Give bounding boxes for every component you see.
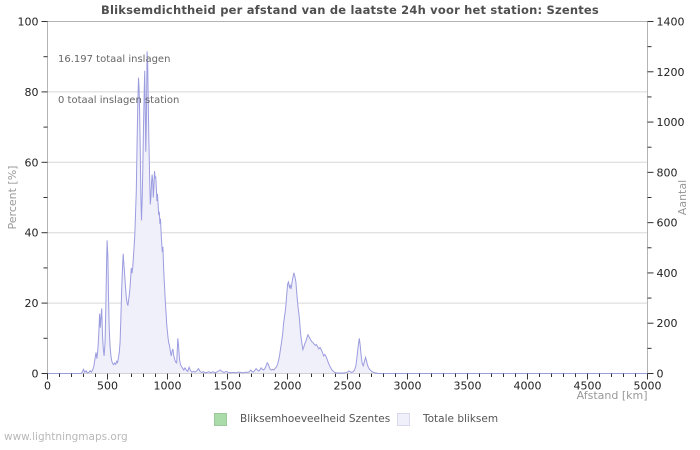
chart-legend: Bliksemhoeveelheid Szentes Totale blikse… — [0, 412, 700, 426]
x-tick-label: 3500 — [454, 380, 482, 393]
x-tick-label: 500 — [97, 380, 118, 393]
y-right-axis-title: Aantal — [676, 180, 689, 215]
total-strikes-text: 16.197 totaal inslagen — [58, 54, 171, 65]
strike-count-annotation: 16.197 totaal inslagen 0 totaal inslagen… — [58, 26, 179, 134]
x-tick-label: 0 — [44, 380, 51, 393]
y-right-tick-label: 800 — [657, 166, 678, 179]
legend-swatch-station — [214, 413, 227, 426]
legend-label-total: Totale bliksem — [423, 413, 499, 425]
y-right-tick-label: 1400 — [657, 16, 685, 29]
y-right-tick-label: 200 — [657, 317, 678, 330]
station-strikes-text: 0 totaal inslagen station — [58, 94, 180, 106]
y-left-tick-label: 20 — [25, 297, 39, 310]
y-left-tick-label: 100 — [18, 16, 39, 29]
y-left-tick-label: 40 — [25, 227, 39, 240]
y-left-tick-label: 80 — [25, 86, 39, 99]
x-tick-label: 2000 — [274, 380, 302, 393]
x-tick-label: 4500 — [574, 380, 602, 393]
y-right-tick-label: 600 — [657, 217, 678, 230]
y-left-axis-title: Percent [%] — [6, 166, 19, 230]
y-left-tick-label: 60 — [25, 156, 39, 169]
total-lightning-area — [47, 51, 648, 374]
total-lightning-line — [47, 51, 648, 374]
x-tick-label: 1500 — [214, 380, 242, 393]
legend-swatch-total — [397, 413, 410, 426]
x-tick-label: 1000 — [154, 380, 182, 393]
chart-title: Bliksemdichtheid per afstand van de laat… — [101, 3, 599, 17]
x-tick-label: 5000 — [634, 380, 662, 393]
x-tick-label: 4000 — [514, 380, 542, 393]
legend-label-station: Bliksemhoeveelheid Szentes — [240, 413, 391, 425]
watermark-link[interactable]: www.lightningmaps.org — [4, 431, 128, 443]
y-right-tick-label: 0 — [657, 368, 664, 381]
x-tick-label: 2500 — [334, 380, 362, 393]
x-tick-label: 3000 — [394, 380, 422, 393]
y-left-tick-label: 0 — [32, 368, 39, 381]
y-right-tick-label: 1200 — [657, 66, 685, 79]
y-right-tick-label: 400 — [657, 267, 678, 280]
y-right-tick-label: 1000 — [657, 116, 685, 129]
x-axis-title: Afstand [km] — [577, 389, 648, 402]
